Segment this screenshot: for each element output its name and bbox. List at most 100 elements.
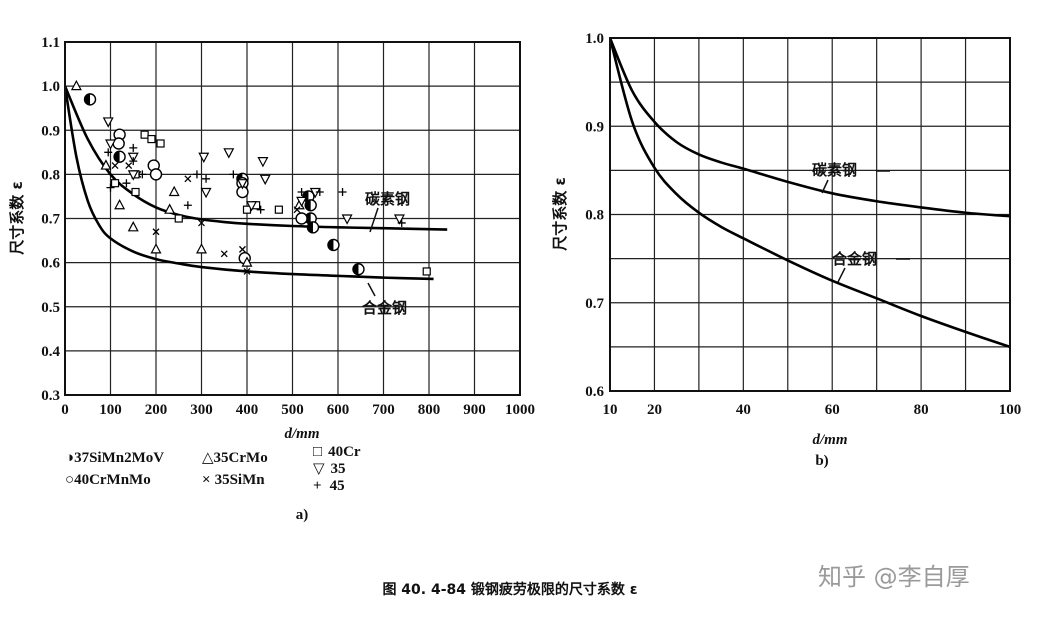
data-point-35CrMo [168, 185, 180, 197]
watermark: 知乎 @李自厚 [818, 563, 970, 591]
chart-a-ytick: 0.8 [41, 167, 60, 183]
chart-a-xtick: 0 [61, 402, 69, 418]
chart-a-ytick: 0.6 [41, 256, 60, 272]
chart-b-ytick: 0.6 [585, 384, 604, 400]
chart-a-ticks: 0 100 200 300 400 500 600 700 800 900 1000 0.3 0.4 0.… [41, 35, 535, 418]
data-point-35 [257, 157, 269, 168]
data-point-35SiMn [198, 219, 205, 227]
data-point-40CrMnMo [149, 168, 163, 181]
data-point-35 [200, 187, 212, 199]
data-point-35 [236, 179, 248, 190]
chart-a-xtick: 200 [145, 402, 168, 418]
chart-a-points [70, 79, 431, 276]
chart-a-ytick: 0.9 [41, 123, 60, 139]
data-point-40Cr [422, 267, 431, 276]
chart-b-ytick: 0.9 [585, 119, 604, 135]
chart-a-curve-label-alloy: 合金钢 [361, 299, 407, 317]
chart-a-grid [64, 41, 521, 396]
chart-a: 0 100 200 300 400 500 600 700 800 900 1000 0.3 0.4 0.… [8, 35, 535, 523]
chart-a-subplot-label: a) [296, 507, 309, 523]
chart-a-ytick: 0.7 [41, 212, 60, 228]
chart-b-curves [610, 38, 1010, 349]
data-point-45 [202, 174, 211, 183]
chart-a-xtick: 100 [99, 402, 122, 418]
data-point-45 [183, 201, 192, 210]
data-point-35CrMo [127, 221, 139, 232]
chart-a-curve-label-carbon: 碳素钢 [365, 190, 410, 208]
data-point-35CrMo [70, 79, 82, 91]
chart-a-curve-alloy-steel [65, 85, 434, 281]
chart-a-ytick: 1.0 [41, 79, 60, 95]
data-point-35CrMo [100, 159, 112, 170]
data-point-40CrMnMo [295, 212, 308, 225]
data-point-35 [296, 196, 308, 208]
data-point-45 [338, 188, 347, 197]
chart-b-xlabel: d/mm [812, 432, 847, 448]
chart-b-xtick: 20 [647, 402, 662, 418]
legend-entry-37SiMn2MoV: ◑37SiMn2MoV [65, 450, 164, 466]
data-point-35CrMo [164, 203, 176, 214]
data-point-45 [315, 188, 324, 197]
chart-a-xtick: 600 [327, 402, 350, 418]
chart-b-curve-carbon-steel [610, 38, 1010, 218]
chart-a-xtick: 700 [372, 402, 395, 418]
data-point-35 [198, 152, 210, 164]
chart-a-xtick: 500 [281, 402, 304, 418]
data-point-40Cr [156, 139, 165, 148]
data-point-35 [102, 117, 114, 128]
data-point-37SiMn2MoV [113, 150, 126, 163]
chart-b-curve-leader-alloy-2 [837, 267, 846, 283]
data-point-35SiMn [125, 162, 133, 170]
data-point-35SiMn [243, 267, 251, 275]
data-point-35 [259, 174, 271, 186]
data-point-35SiMn [184, 175, 192, 183]
chart-b-grid [610, 38, 1010, 391]
chart-a-curve-carbon-steel [65, 85, 448, 231]
data-point-45 [104, 148, 113, 157]
chart-b-frame [609, 37, 1011, 392]
data-point-35 [105, 139, 116, 150]
data-point-35 [341, 214, 353, 225]
chart-a-legend: ◑37SiMn2MoV △35CrMo □ 40Cr ○40CrMnMo × 35S… [65, 444, 361, 494]
chart-b: 10 20 40 60 80 100 0.6 0.7 0.8 0.9 1.0 尺寸系数 ε d/mm… [551, 31, 1021, 469]
data-point-45 [297, 188, 306, 197]
figure-caption: 图 40. 4-84 锻钢疲劳极限的尺寸系数 ε [382, 581, 637, 598]
chart-b-xtick: 40 [736, 402, 751, 418]
chart-a-ytick: 0.4 [41, 344, 60, 360]
chart-a-ytick: 0.3 [41, 388, 60, 404]
data-point-35CrMo [150, 243, 162, 254]
chart-b-xtick: 80 [914, 402, 929, 418]
data-point-45 [129, 157, 138, 166]
chart-b-ylabel: 尺寸系数 ε [551, 177, 569, 251]
data-point-35 [127, 170, 139, 181]
data-point-45 [397, 218, 406, 227]
data-point-45 [138, 170, 147, 179]
legend-entry-40CrMnMo: ○40CrMnMo [65, 472, 151, 488]
data-point-37SiMn2MoV [83, 93, 97, 106]
data-point-37SiMn2MoV [306, 221, 320, 234]
chart-a-ytick: 0.5 [41, 300, 60, 316]
data-point-35SiMn [220, 250, 228, 258]
legend-entry-40Cr: □ 40Cr [313, 444, 361, 460]
data-point-45 [129, 143, 138, 152]
chart-b-xtick: 100 [999, 402, 1022, 418]
legend-entry-45: +45 [313, 478, 345, 494]
data-point-45 [192, 170, 201, 179]
chart-b-curve-leader-carbon-2 [821, 179, 829, 194]
data-point-45 [256, 205, 265, 214]
data-point-45 [229, 170, 238, 179]
legend-entry-35SiMn: × 35SiMn [202, 472, 265, 488]
data-point-37SiMn2MoV [352, 263, 365, 276]
chart-a-curve-leader-alloy [367, 282, 376, 297]
data-point-35CrMo [241, 256, 253, 267]
chart-a-xtick: 900 [463, 402, 486, 418]
data-point-35SiMn [238, 245, 246, 253]
chart-a-xtick: 1000 [505, 402, 535, 418]
data-point-40Cr [140, 130, 149, 139]
data-point-40Cr [174, 214, 183, 223]
chart-b-xtick: 10 [603, 402, 618, 418]
chart-a-frame [64, 41, 521, 396]
data-point-35CrMo [196, 243, 207, 254]
chart-b-ytick: 0.8 [585, 208, 604, 224]
chart-b-xtick: 60 [825, 402, 840, 418]
